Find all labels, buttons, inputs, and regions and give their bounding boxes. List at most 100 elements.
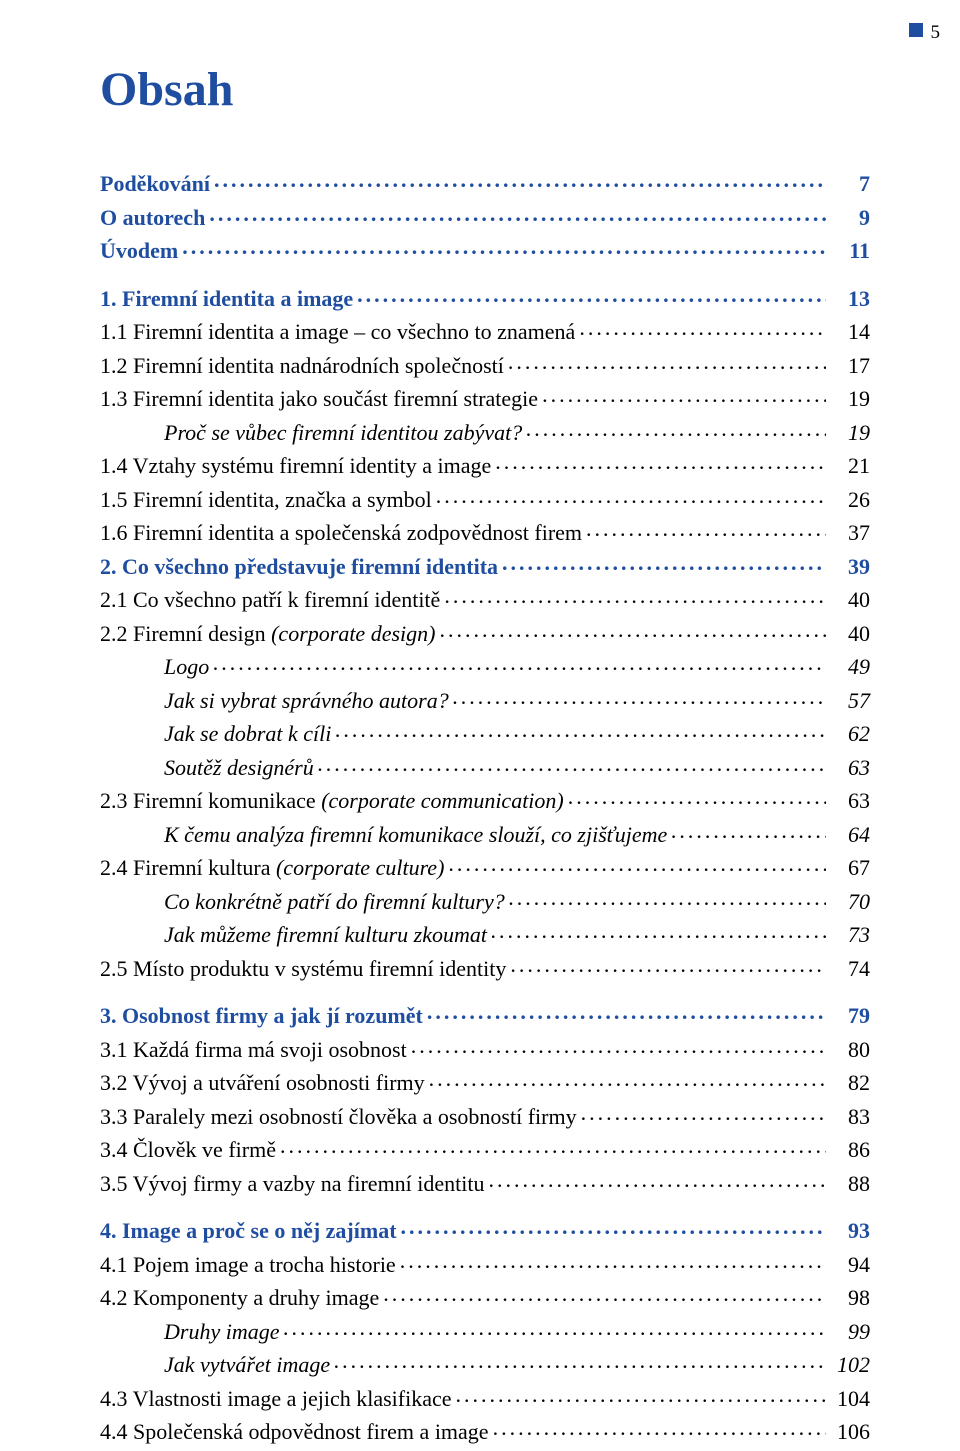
toc-page: 86 — [830, 1139, 870, 1161]
toc-label: 1.6 Firemní identita a společenská zodpo… — [100, 522, 582, 544]
toc-row: K čemu analýza firemní komunikace slouží… — [100, 820, 870, 846]
toc-label: O autorech — [100, 207, 205, 229]
toc-page: 98 — [830, 1287, 870, 1309]
toc-row: 1. Firemní identita a image 13 — [100, 284, 870, 310]
toc-label: 4.1 Pojem image a trocha historie — [100, 1254, 396, 1276]
toc-page: 82 — [830, 1072, 870, 1094]
toc-gap — [100, 1202, 870, 1216]
toc-page: 39 — [830, 556, 870, 578]
toc-row: 1.3 Firemní identita jako součást firemn… — [100, 384, 870, 410]
toc-label: 3.4 Člověk ve firmě — [100, 1139, 276, 1161]
toc-leader-dots — [491, 920, 826, 942]
toc-row: 1.2 Firemní identita nadnárodních společ… — [100, 351, 870, 377]
toc-page: 80 — [830, 1039, 870, 1061]
toc-label: 2.4 Firemní kultura (corporate culture) — [100, 857, 444, 879]
toc-leader-dots — [579, 317, 826, 339]
toc-label: 2. Co všechno představuje firemní identi… — [100, 556, 498, 578]
toc-label-italic: (corporate communication) — [321, 788, 564, 813]
toc-label: 1.1 Firemní identita a image – co všechn… — [100, 321, 575, 343]
toc-leader-dots — [427, 1001, 826, 1023]
toc-leader-dots — [401, 1216, 826, 1238]
toc-row: Logo 49 — [100, 652, 870, 678]
toc-leader-dots — [335, 719, 826, 741]
toc-row: 2.2 Firemní design (corporate design)40 — [100, 619, 870, 645]
toc-label: Proč se vůbec firemní identitou zabývat? — [100, 422, 522, 444]
page-number: 5 — [931, 22, 941, 43]
toc-label: 4.3 Vlastnosti image a jejich klasifikac… — [100, 1388, 452, 1410]
toc-page: 64 — [830, 824, 870, 846]
toc-page: 19 — [830, 422, 870, 444]
toc-leader-dots — [383, 1283, 826, 1305]
toc-page: 102 — [830, 1354, 870, 1376]
toc-label: Logo — [100, 656, 209, 678]
toc-page: 63 — [830, 757, 870, 779]
toc-label: Soutěž designérů — [100, 757, 314, 779]
toc-leader-dots — [436, 485, 826, 507]
toc-page: 37 — [830, 522, 870, 544]
toc-label: Co konkrétně patří do firemní kultury? — [100, 891, 505, 913]
toc-row: Jak vytvářet image102 — [100, 1350, 870, 1376]
toc-row: 2. Co všechno představuje firemní identi… — [100, 552, 870, 578]
page-title: Obsah — [100, 62, 870, 117]
toc-leader-dots — [213, 652, 826, 674]
toc-label: Jak můžeme firemní kulturu zkoumat — [100, 924, 487, 946]
toc-page: 26 — [830, 489, 870, 511]
toc-leader-dots — [400, 1250, 826, 1272]
toc-row: 2.5 Místo produktu v systému firemní ide… — [100, 954, 870, 980]
toc-page: 79 — [830, 1005, 870, 1027]
toc-leader-dots — [568, 786, 826, 808]
toc-row: 3. Osobnost firmy a jak jí rozumět79 — [100, 1001, 870, 1027]
toc-row: 4.1 Pojem image a trocha historie94 — [100, 1250, 870, 1276]
toc-page: 83 — [830, 1106, 870, 1128]
page-number-corner: 5 — [909, 22, 941, 44]
toc-row: 3.2 Vývoj a utváření osobnosti firmy82 — [100, 1068, 870, 1094]
toc-row: Soutěž designérů 63 — [100, 753, 870, 779]
toc-leader-dots — [493, 1417, 826, 1439]
page-content: Obsah Poděkování7O autorech9Úvodem111. F… — [100, 62, 870, 1451]
toc-row: 4.4 Společenská odpovědnost firem a imag… — [100, 1417, 870, 1443]
toc-label: Úvodem — [100, 240, 178, 262]
toc-label: 3.3 Paralely mezi osobností člověka a os… — [100, 1106, 577, 1128]
toc-label: 2.1 Co všechno patří k firemní identitě — [100, 589, 440, 611]
toc-page: 49 — [830, 656, 870, 678]
toc-row: 3.4 Člověk ve firmě 86 — [100, 1135, 870, 1161]
toc-label-italic: (corporate design) — [271, 621, 435, 646]
toc-leader-dots — [214, 169, 826, 191]
toc-leader-dots — [280, 1135, 826, 1157]
toc-page: 40 — [830, 623, 870, 645]
toc-gap — [100, 987, 870, 1001]
toc-leader-dots — [439, 619, 826, 641]
toc-page: 19 — [830, 388, 870, 410]
toc-page: 14 — [830, 321, 870, 343]
toc-leader-dots — [489, 1169, 826, 1191]
toc-label-italic: (corporate culture) — [276, 855, 444, 880]
toc-leader-dots — [456, 1384, 827, 1406]
toc-leader-dots — [444, 585, 826, 607]
toc-leader-dots — [182, 236, 826, 258]
toc-row: Proč se vůbec firemní identitou zabývat?… — [100, 418, 870, 444]
toc-leader-dots — [495, 451, 826, 473]
toc-label: 2.3 Firemní komunikace (corporate commun… — [100, 790, 564, 812]
toc-leader-dots — [671, 820, 826, 842]
toc-leader-dots — [526, 418, 826, 440]
toc-leader-dots — [453, 686, 826, 708]
toc-row: 3.5 Vývoj firmy a vazby na firemní ident… — [100, 1169, 870, 1195]
toc-label: 2.5 Místo produktu v systému firemní ide… — [100, 958, 506, 980]
toc-leader-dots — [357, 284, 826, 306]
toc-label: 4. Image a proč se o něj zajímat — [100, 1220, 397, 1242]
toc-label: Druhy image — [100, 1321, 279, 1343]
toc-row: Jak se dobrat k cíli 62 — [100, 719, 870, 745]
toc-label: 1.3 Firemní identita jako součást firemn… — [100, 388, 538, 410]
toc-label: Poděkování — [100, 173, 210, 195]
toc-page: 73 — [830, 924, 870, 946]
toc-leader-dots — [502, 552, 826, 574]
toc-label: 4.4 Společenská odpovědnost firem a imag… — [100, 1421, 489, 1443]
toc-leader-dots — [586, 518, 826, 540]
toc-page: 13 — [830, 288, 870, 310]
toc-page: 40 — [830, 589, 870, 611]
toc-label: Jak se dobrat k cíli — [100, 723, 331, 745]
toc-leader-dots — [283, 1317, 826, 1339]
toc-label: 1. Firemní identita a image — [100, 288, 353, 310]
toc-page: 62 — [830, 723, 870, 745]
toc-page: 93 — [830, 1220, 870, 1242]
